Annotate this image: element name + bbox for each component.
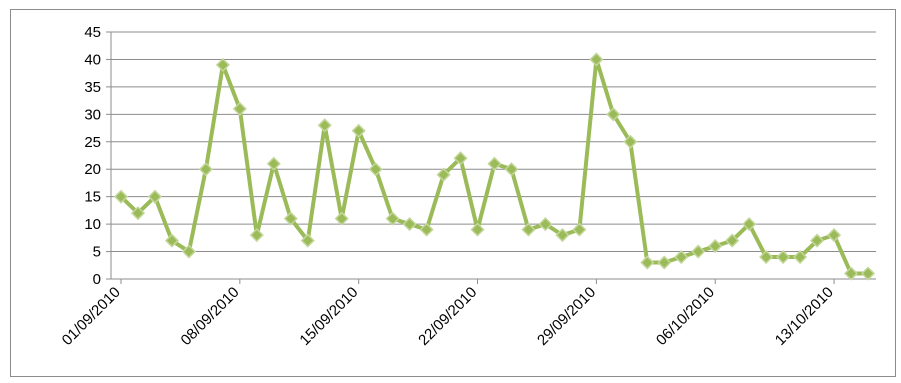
y-tick-label-15: 15 xyxy=(84,189,101,206)
y-tick-label-5: 5 xyxy=(93,244,101,261)
data-point-27 xyxy=(572,222,587,237)
series xyxy=(113,52,876,281)
data-point-23 xyxy=(504,162,519,177)
data-point-33 xyxy=(674,249,689,265)
data-point-2 xyxy=(147,189,163,204)
data-point-20 xyxy=(453,151,468,166)
data-point-42 xyxy=(826,228,842,243)
x-tick-label-4: 29/09/2010 xyxy=(534,284,599,349)
data-point-12 xyxy=(317,118,332,133)
y-tick-label-40: 40 xyxy=(84,51,101,68)
data-point-11 xyxy=(300,233,315,248)
data-point-25 xyxy=(538,217,553,232)
data-point-6 xyxy=(215,57,230,72)
data-point-30 xyxy=(623,134,638,149)
data-point-8 xyxy=(249,228,264,243)
data-point-34 xyxy=(691,244,706,259)
data-point-22 xyxy=(487,156,502,171)
data-point-21 xyxy=(470,222,485,237)
data-point-26 xyxy=(555,228,570,243)
x-tick-label-1: 08/09/2010 xyxy=(178,284,243,349)
y-axis-ticks: 0 5 10 15 20 25 30 35 40 45 xyxy=(84,24,111,288)
data-point-36 xyxy=(725,233,740,248)
data-point-17 xyxy=(402,217,417,232)
data-point-43 xyxy=(843,266,859,281)
y-tick-label-10: 10 xyxy=(84,216,101,233)
x-tick-label-3: 22/09/2010 xyxy=(415,284,480,349)
data-point-41 xyxy=(810,233,825,248)
data-point-39 xyxy=(776,249,791,265)
x-tick-label-2: 15/09/2010 xyxy=(296,284,361,349)
x-axis-ticks: 01/09/2010 08/09/2010 15/09/2010 22/09/2010… xyxy=(59,279,837,349)
x-tick-label-0: 01/09/2010 xyxy=(59,284,124,349)
data-point-0 xyxy=(113,189,129,204)
data-point-1 xyxy=(130,206,146,221)
y-tick-label-0: 0 xyxy=(93,271,101,288)
data-point-4 xyxy=(181,244,196,259)
line-chart: 0 5 10 15 20 25 30 35 40 45 01/09/2010 08/09/2010 1… xyxy=(59,24,876,349)
y-tick-label-30: 30 xyxy=(84,106,101,123)
data-point-15 xyxy=(368,162,383,177)
data-point-28 xyxy=(589,52,604,67)
data-point-3 xyxy=(164,233,179,248)
data-point-44 xyxy=(860,266,876,281)
data-point-9 xyxy=(266,156,281,171)
x-tick-label-5: 06/10/2010 xyxy=(653,284,718,349)
data-point-7 xyxy=(232,101,247,116)
data-point-35 xyxy=(708,239,723,254)
y-tick-label-25: 25 xyxy=(84,134,101,151)
data-point-19 xyxy=(436,167,451,182)
data-point-16 xyxy=(385,211,400,226)
y-tick-label-20: 20 xyxy=(84,161,101,178)
data-point-14 xyxy=(351,123,366,138)
chart-frame: 0 5 10 15 20 25 30 35 40 45 01/09/2010 08/09/2010 1… xyxy=(10,9,896,377)
y-tick-label-45: 45 xyxy=(84,24,101,41)
data-point-32 xyxy=(657,255,672,270)
data-point-10 xyxy=(283,211,298,226)
data-point-40 xyxy=(793,249,808,265)
data-point-37 xyxy=(742,217,757,232)
data-point-31 xyxy=(640,255,655,270)
data-point-24 xyxy=(521,222,536,237)
data-point-5 xyxy=(198,162,213,177)
axes xyxy=(110,32,876,280)
data-point-18 xyxy=(419,222,434,237)
data-point-13 xyxy=(334,211,349,226)
y-tick-label-35: 35 xyxy=(84,79,101,96)
data-point-29 xyxy=(606,107,621,122)
x-tick-label-6: 13/10/2010 xyxy=(772,284,837,349)
data-point-38 xyxy=(759,249,774,265)
